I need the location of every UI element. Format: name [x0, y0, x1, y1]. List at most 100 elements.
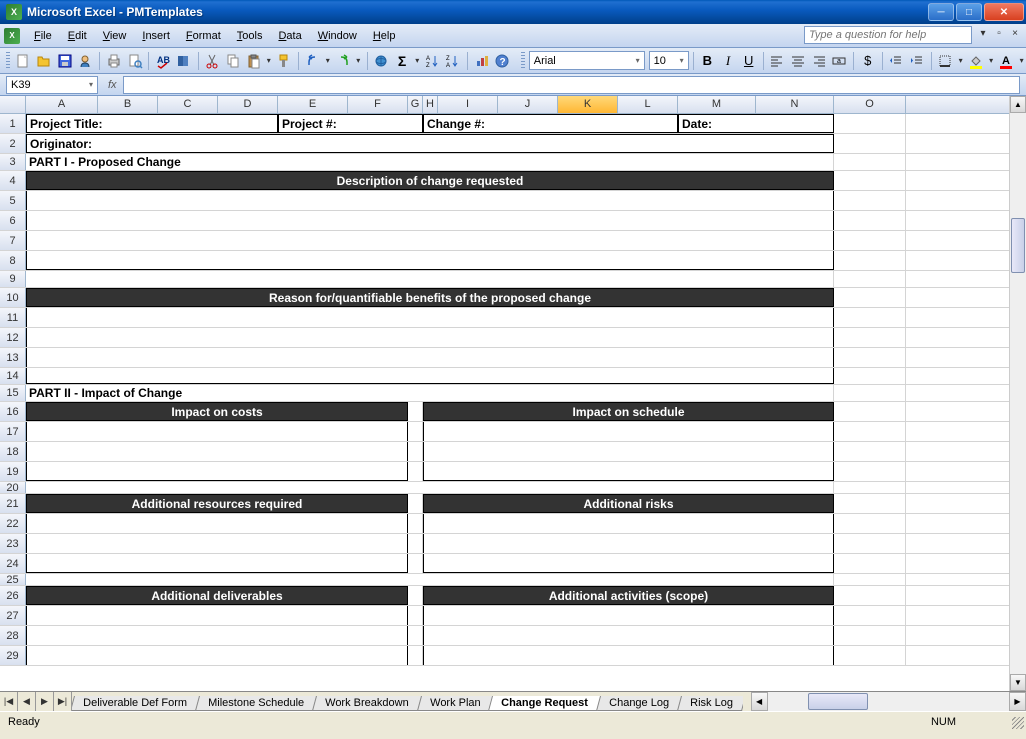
scroll-left-button[interactable]: ◀	[751, 692, 768, 711]
row-header-7[interactable]: 7	[0, 231, 26, 250]
cell[interactable]	[408, 586, 423, 605]
cell[interactable]	[834, 134, 906, 153]
cell[interactable]: Date:	[678, 114, 834, 133]
cell[interactable]: Reason for/quantifiable benefits of the …	[26, 288, 834, 307]
cell[interactable]	[834, 348, 906, 367]
cell[interactable]	[423, 646, 834, 665]
undo-dropdown[interactable]: ▾	[323, 56, 332, 65]
borders-button[interactable]	[936, 50, 956, 72]
redo-button[interactable]	[333, 50, 353, 72]
cell[interactable]	[408, 462, 423, 481]
cell[interactable]	[834, 514, 906, 533]
underline-button[interactable]: U	[739, 50, 759, 72]
cell[interactable]: PART I - Proposed Change	[26, 154, 834, 170]
cell[interactable]	[408, 554, 423, 573]
chart-button[interactable]	[472, 50, 492, 72]
col-header-E[interactable]: E	[278, 96, 348, 113]
fx-label[interactable]: fx	[108, 79, 117, 91]
cell[interactable]: Additional risks	[423, 494, 834, 513]
cell[interactable]	[834, 534, 906, 553]
cell[interactable]	[834, 368, 906, 384]
cell[interactable]	[26, 482, 834, 493]
undo-button[interactable]	[303, 50, 323, 72]
formula-bar[interactable]	[123, 76, 1020, 94]
cell[interactable]	[26, 442, 408, 461]
row-header-25[interactable]: 25	[0, 574, 26, 585]
cell[interactable]	[834, 171, 906, 190]
cell[interactable]	[834, 606, 906, 625]
cell[interactable]	[408, 494, 423, 513]
cell[interactable]	[834, 154, 906, 170]
menu-window[interactable]: Window	[310, 27, 365, 45]
row-header-3[interactable]: 3	[0, 154, 26, 170]
sheet-tab[interactable]: Change Request	[488, 696, 601, 711]
font-size-combo[interactable]: 10▾	[649, 51, 689, 70]
cell[interactable]	[834, 442, 906, 461]
borders-dropdown[interactable]: ▾	[956, 56, 965, 65]
cell[interactable]	[834, 402, 906, 421]
cell[interactable]	[423, 442, 834, 461]
cell[interactable]	[834, 482, 906, 493]
name-box[interactable]: K39▾	[6, 76, 98, 94]
menu-file[interactable]: File	[26, 27, 60, 45]
cell[interactable]	[834, 288, 906, 307]
cell[interactable]: Originator:	[26, 134, 834, 153]
doc-minimize-button[interactable]: ▾	[976, 26, 990, 40]
horizontal-scrollbar[interactable]: ◀ ▶	[751, 692, 1026, 711]
doc-restore-button[interactable]: ▫	[992, 26, 1006, 40]
row-header-26[interactable]: 26	[0, 586, 26, 605]
increase-indent-button[interactable]	[907, 50, 927, 72]
toolbar-handle[interactable]	[6, 52, 10, 70]
row-header-22[interactable]: 22	[0, 514, 26, 533]
print-preview-button[interactable]	[125, 50, 145, 72]
col-header-N[interactable]: N	[756, 96, 834, 113]
close-button[interactable]: ✕	[984, 3, 1024, 21]
cell[interactable]	[423, 534, 834, 553]
tab-next-button[interactable]: ▶	[36, 692, 54, 711]
cell[interactable]	[408, 606, 423, 625]
col-header-F[interactable]: F	[348, 96, 408, 113]
cell[interactable]: PART II - Impact of Change	[26, 385, 834, 401]
cell[interactable]	[834, 328, 906, 347]
open-button[interactable]	[34, 50, 54, 72]
align-left-button[interactable]	[767, 50, 787, 72]
row-header-29[interactable]: 29	[0, 646, 26, 665]
cell[interactable]	[834, 462, 906, 481]
align-right-button[interactable]	[809, 50, 829, 72]
cell[interactable]	[834, 385, 906, 401]
row-header-9[interactable]: 9	[0, 271, 26, 287]
tab-last-button[interactable]: ▶|	[54, 692, 72, 711]
cell[interactable]	[834, 271, 906, 287]
menu-help[interactable]: Help	[365, 27, 404, 45]
scroll-right-button[interactable]: ▶	[1009, 692, 1026, 711]
cell[interactable]	[834, 231, 906, 250]
cell[interactable]: Description of change requested	[26, 171, 834, 190]
fill-color-dropdown[interactable]: ▾	[987, 56, 996, 65]
cell[interactable]	[834, 626, 906, 645]
cell[interactable]	[408, 626, 423, 645]
cell[interactable]	[423, 514, 834, 533]
col-header-H[interactable]: H	[423, 96, 438, 113]
cell[interactable]	[26, 462, 408, 481]
currency-button[interactable]: $	[858, 50, 878, 72]
cell[interactable]: Additional resources required	[26, 494, 408, 513]
cell[interactable]	[408, 646, 423, 665]
cell[interactable]	[423, 554, 834, 573]
maximize-button[interactable]: □	[956, 3, 982, 21]
italic-button[interactable]: I	[718, 50, 738, 72]
format-painter-button[interactable]	[274, 50, 294, 72]
cell[interactable]: Additional activities (scope)	[423, 586, 834, 605]
select-all-corner[interactable]	[0, 96, 26, 113]
col-header-G[interactable]: G	[408, 96, 423, 113]
row-header-13[interactable]: 13	[0, 348, 26, 367]
row-header-6[interactable]: 6	[0, 211, 26, 230]
row-header-16[interactable]: 16	[0, 402, 26, 421]
hyperlink-button[interactable]	[372, 50, 392, 72]
cell[interactable]: Impact on schedule	[423, 402, 834, 421]
cell[interactable]	[26, 626, 408, 645]
scroll-down-button[interactable]: ▼	[1010, 674, 1026, 691]
row-header-19[interactable]: 19	[0, 462, 26, 481]
cell[interactable]	[834, 308, 906, 327]
cell[interactable]	[26, 422, 408, 441]
help-button[interactable]: ?	[493, 50, 513, 72]
